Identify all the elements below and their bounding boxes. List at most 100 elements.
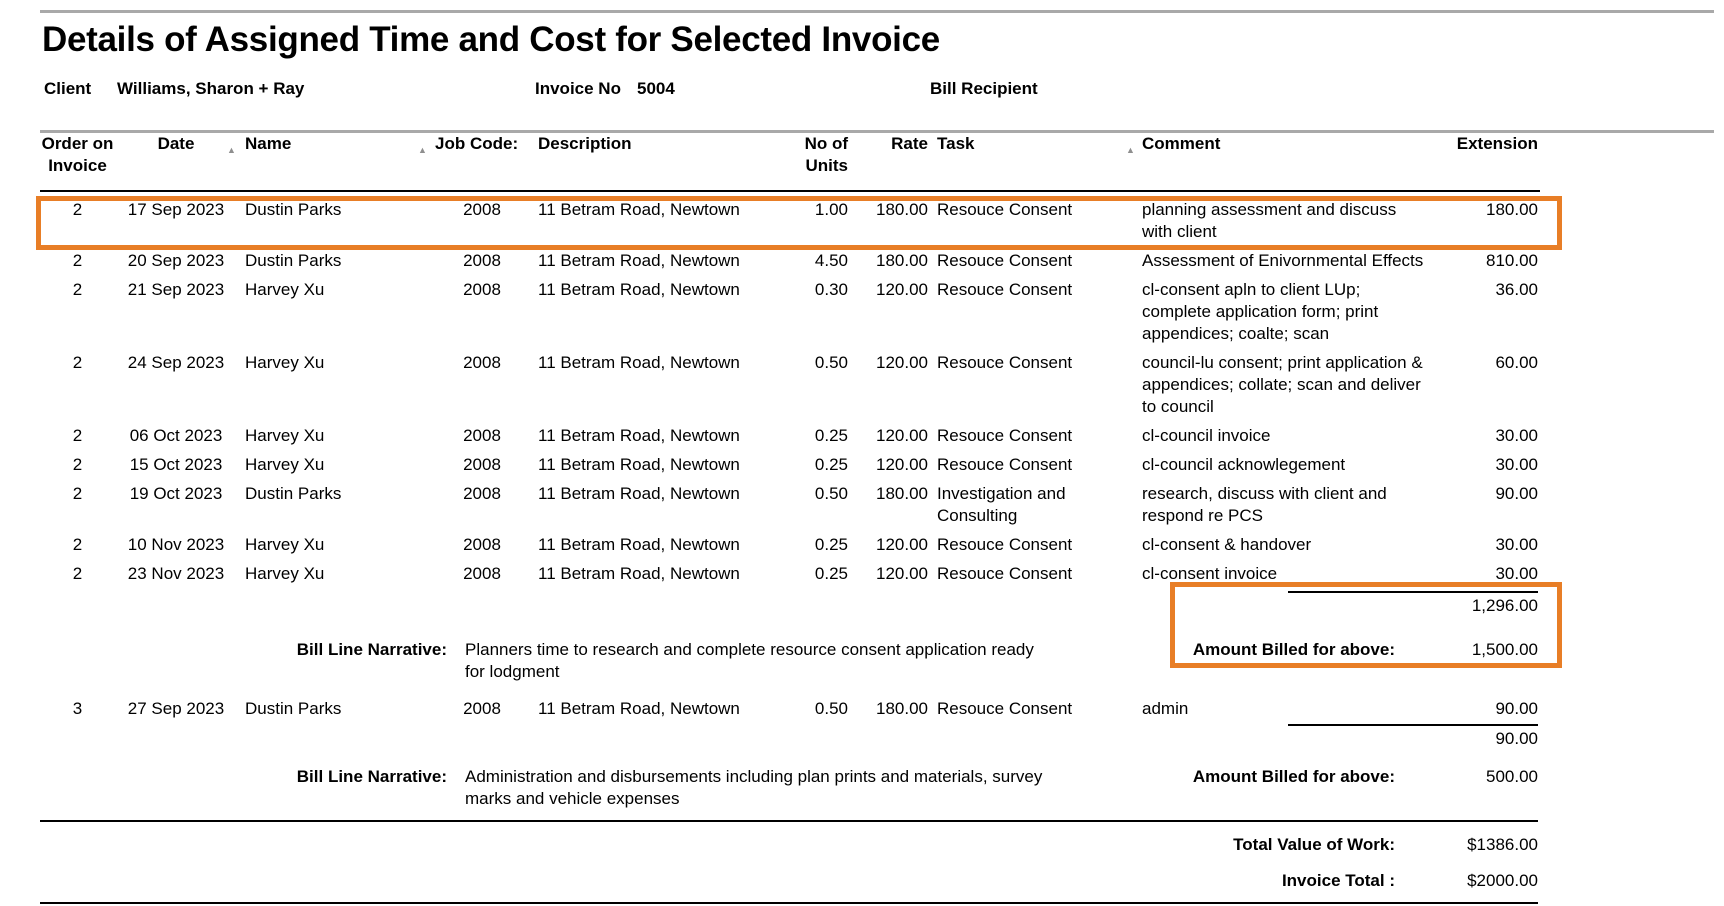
invoice-total-row: Invoice Total : $2000.00: [40, 870, 1538, 892]
cell-job-code: 2008: [463, 699, 501, 718]
totals-divider: [40, 820, 1538, 822]
cell-task: Resouce Consent: [937, 699, 1073, 718]
invoice-total-label: Invoice Total :: [1281, 871, 1395, 890]
cell-date: 06 Oct 2023: [129, 426, 223, 445]
cell-task: Resouce Consent: [937, 426, 1073, 445]
cell-order-on-invoice: 2: [72, 426, 83, 445]
column-header-units: No of Units: [804, 134, 848, 175]
cell-extension: 180.00: [1486, 200, 1538, 219]
cell-task: Resouce Consent: [937, 564, 1073, 583]
cell-name: Harvey Xu: [245, 535, 325, 554]
table-row[interactable]: 2 23 Nov 2023 Harvey Xu 2008 11 Betram R…: [40, 556, 1538, 585]
cell-description: 11 Betram Road, Newtown: [538, 564, 740, 583]
cell-job-code: 2008: [463, 251, 501, 270]
cell-units: 0.25: [814, 426, 848, 445]
cell-units: 0.50: [814, 353, 848, 372]
cell-description: 11 Betram Road, Newtown: [538, 484, 740, 503]
cell-comment: planning assessment and discuss with cli…: [1142, 200, 1397, 241]
cell-description: 11 Betram Road, Newtown: [538, 535, 740, 554]
bill-line-narrative-text: Planners time to research and complete r…: [465, 640, 1034, 681]
cell-extension: 30.00: [1495, 426, 1538, 445]
cell-comment: cl-consent & handover: [1142, 535, 1312, 554]
cell-name: Harvey Xu: [245, 455, 325, 474]
cell-rate: 180.00: [876, 200, 928, 219]
cell-task: Resouce Consent: [937, 280, 1073, 299]
bill-line-narrative-row-2: Bill Line Narrative: Administration and …: [40, 766, 1538, 810]
header-underline-divider: [40, 190, 1540, 192]
cell-task: Resouce Consent: [937, 455, 1073, 474]
table-row[interactable]: 2 21 Sep 2023 Harvey Xu 2008 11 Betram R…: [40, 272, 1538, 345]
cell-description: 11 Betram Road, Newtown: [538, 251, 740, 270]
cell-description: 11 Betram Road, Newtown: [538, 200, 740, 219]
table-row[interactable]: 2 15 Oct 2023 Harvey Xu 2008 11 Betram R…: [40, 447, 1538, 476]
cell-extension: 90.00: [1495, 699, 1538, 718]
amount-highlight-annotation: [1170, 582, 1562, 668]
cell-comment: council-lu consent; print application & …: [1142, 353, 1423, 416]
cell-name: Dustin Parks: [245, 484, 342, 503]
cell-date: 24 Sep 2023: [127, 353, 225, 372]
table-row[interactable]: 2 17 Sep 2023 Dustin Parks 2008 11 Betra…: [40, 192, 1538, 243]
table-row[interactable]: 2 20 Sep 2023 Dustin Parks 2008 11 Betra…: [40, 243, 1538, 272]
cell-name: Harvey Xu: [245, 353, 325, 372]
cell-comment: research, discuss with client and respon…: [1142, 484, 1387, 525]
column-header-name-label: Name: [245, 134, 292, 153]
group-3-subtotal: 90.00: [1495, 729, 1538, 748]
total-value-of-work-label: Total Value of Work:: [1233, 835, 1395, 854]
table-row[interactable]: 2 19 Oct 2023 Dustin Parks 2008 11 Betra…: [40, 476, 1538, 527]
cell-job-code: 2008: [463, 426, 501, 445]
cell-comment: cl-council invoice: [1142, 426, 1271, 445]
report-bottom-divider: [40, 902, 1538, 904]
cell-order-on-invoice: 2: [72, 353, 83, 372]
cell-rate: 180.00: [876, 484, 928, 503]
table-row[interactable]: 3 27 Sep 2023 Dustin Parks 2008 11 Betra…: [40, 691, 1538, 720]
bill-recipient-label: Bill Recipient: [930, 79, 1038, 98]
bill-line-narrative-row-1: Bill Line Narrative: Planners time to re…: [40, 639, 1538, 683]
cell-rate: 120.00: [876, 353, 928, 372]
cell-date: 27 Sep 2023: [127, 699, 225, 718]
cell-job-code: 2008: [463, 455, 501, 474]
cell-order-on-invoice: 2: [72, 251, 83, 270]
cell-order-on-invoice: 2: [72, 455, 83, 474]
cell-comment: cl-consent apln to client LUp; complete …: [1142, 280, 1379, 343]
client-label: Client: [44, 79, 92, 98]
cell-name: Dustin Parks: [245, 251, 342, 270]
cell-order-on-invoice: 2: [72, 535, 83, 554]
column-header-name[interactable]: ▲ Name: [227, 133, 432, 177]
table-row[interactable]: 2 24 Sep 2023 Harvey Xu 2008 11 Betram R…: [40, 345, 1538, 418]
sort-asc-icon: ▲: [418, 145, 427, 155]
cell-rate: 180.00: [876, 251, 928, 270]
client-value: Williams, Sharon + Ray: [117, 79, 305, 98]
column-header-date: Date: [157, 134, 195, 153]
cell-rate: 120.00: [876, 564, 928, 583]
cell-rate: 120.00: [876, 535, 928, 554]
cell-description: 11 Betram Road, Newtown: [538, 280, 740, 299]
amount-billed-label: Amount Billed for above:: [1192, 640, 1395, 659]
header-top-divider: [40, 130, 1714, 133]
cell-task: Resouce Consent: [937, 251, 1073, 270]
column-header-rate: Rate: [891, 134, 928, 153]
cell-job-code: 2008: [463, 280, 501, 299]
bill-line-narrative-label: Bill Line Narrative:: [296, 640, 447, 659]
cell-description: 11 Betram Road, Newtown: [538, 426, 740, 445]
cell-description: 11 Betram Road, Newtown: [538, 455, 740, 474]
subtotal-divider: [1288, 591, 1538, 593]
cell-rate: 120.00: [876, 280, 928, 299]
cell-comment: cl-consent invoice: [1142, 564, 1278, 583]
cell-name: Harvey Xu: [245, 280, 325, 299]
cell-rate: 180.00: [876, 699, 928, 718]
column-header-comment[interactable]: ▲ Comment: [1126, 133, 1438, 177]
cell-extension: 60.00: [1495, 353, 1538, 372]
cell-order-on-invoice: 2: [72, 564, 83, 583]
line-items-group-3: 3 27 Sep 2023 Dustin Parks 2008 11 Betra…: [40, 691, 1538, 720]
total-value-of-work-row: Total Value of Work: $1386.00: [40, 834, 1538, 856]
column-header-job-code[interactable]: ▲ Job Code:: [418, 133, 532, 177]
table-row[interactable]: 2 06 Oct 2023 Harvey Xu 2008 11 Betram R…: [40, 418, 1538, 447]
bill-line-narrative-text: Administration and disbursements includi…: [465, 767, 1043, 808]
column-header-task: Task: [937, 134, 975, 153]
cell-job-code: 2008: [463, 200, 501, 219]
group-2-subtotal: 1,296.00: [1471, 596, 1538, 615]
cell-units: 0.25: [814, 564, 848, 583]
table-row[interactable]: 2 10 Nov 2023 Harvey Xu 2008 11 Betram R…: [40, 527, 1538, 556]
cell-units: 1.00: [814, 200, 848, 219]
cell-units: 4.50: [814, 251, 848, 270]
